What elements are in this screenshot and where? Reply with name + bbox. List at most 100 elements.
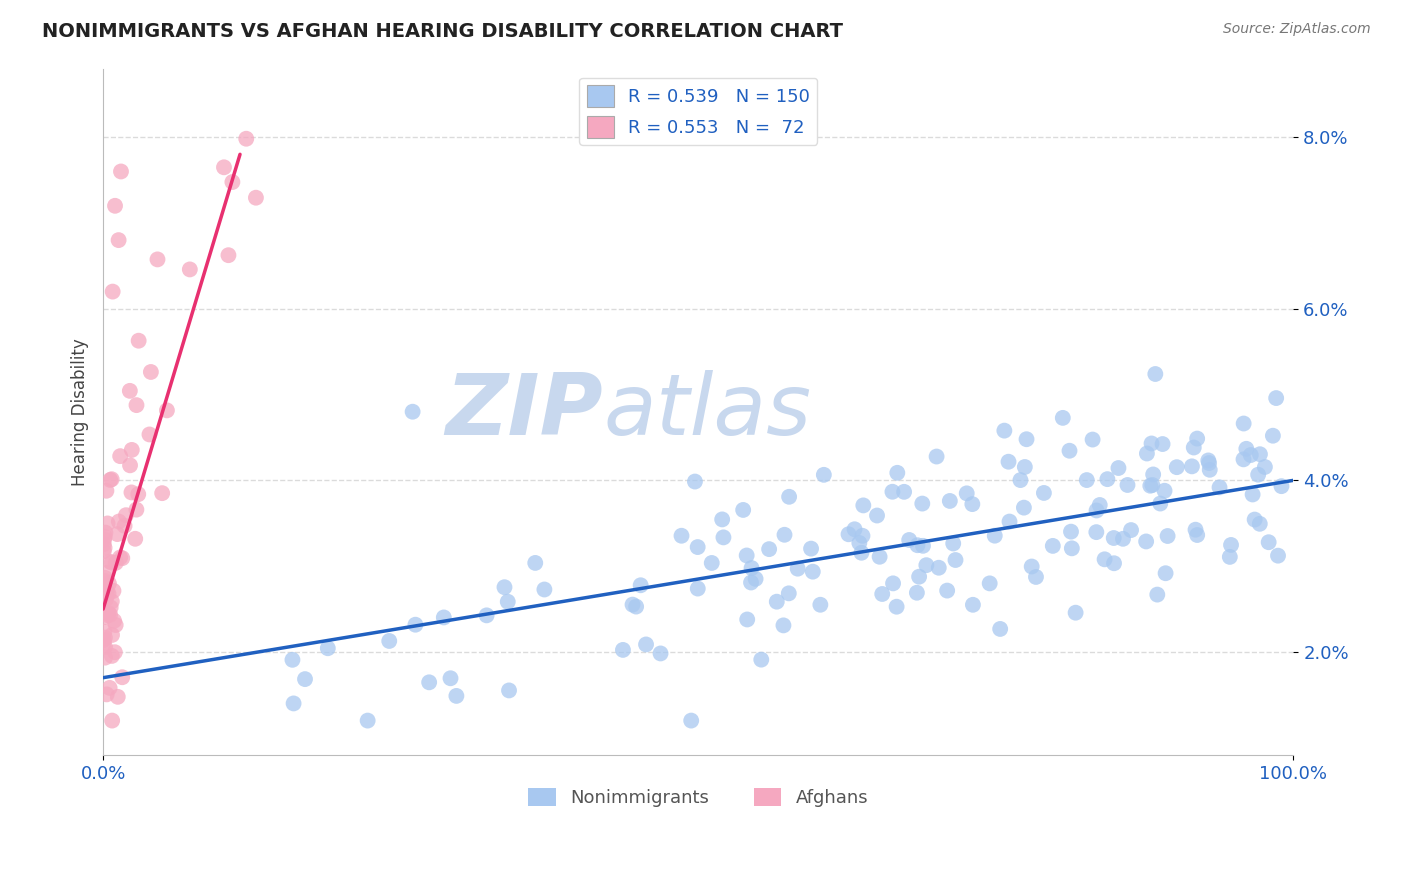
Point xyxy=(1166,460,1188,475)
Point xyxy=(94,631,117,645)
Point xyxy=(118,458,141,473)
Point xyxy=(100,472,122,486)
Point xyxy=(94,640,117,654)
Point xyxy=(496,595,519,609)
Point xyxy=(475,608,498,623)
Point xyxy=(103,583,125,598)
Point xyxy=(1010,473,1032,487)
Point xyxy=(1153,483,1175,498)
Point xyxy=(870,587,893,601)
Point xyxy=(101,594,124,608)
Point xyxy=(1014,460,1036,475)
Point xyxy=(212,161,235,175)
Point xyxy=(245,191,267,205)
Point xyxy=(942,536,965,550)
Point xyxy=(1042,539,1064,553)
Point xyxy=(869,549,891,564)
Point xyxy=(851,529,873,543)
Point xyxy=(778,586,800,600)
Point xyxy=(101,714,124,728)
Point xyxy=(898,533,921,547)
Point xyxy=(98,607,121,622)
Point xyxy=(886,466,908,480)
Point xyxy=(939,494,962,508)
Point xyxy=(993,424,1015,438)
Point xyxy=(281,653,304,667)
Point xyxy=(1102,531,1125,545)
Point xyxy=(1249,447,1271,461)
Point xyxy=(758,542,780,557)
Point xyxy=(93,541,115,555)
Point xyxy=(94,610,117,624)
Point xyxy=(93,537,115,551)
Point xyxy=(93,574,115,588)
Point xyxy=(1119,523,1142,537)
Point xyxy=(1247,467,1270,482)
Point xyxy=(808,598,831,612)
Point xyxy=(221,175,243,189)
Point xyxy=(838,527,860,541)
Point xyxy=(711,512,734,526)
Point xyxy=(104,618,127,632)
Point xyxy=(866,508,889,523)
Y-axis label: Hearing Disability: Hearing Disability xyxy=(72,338,89,485)
Point xyxy=(125,502,148,516)
Point xyxy=(96,585,118,599)
Point xyxy=(621,598,644,612)
Point xyxy=(1185,528,1208,542)
Point xyxy=(138,427,160,442)
Point xyxy=(316,641,339,656)
Point xyxy=(936,583,959,598)
Point xyxy=(1232,452,1254,467)
Point xyxy=(125,398,148,412)
Point xyxy=(107,690,129,704)
Point xyxy=(1094,552,1116,566)
Point xyxy=(1220,538,1243,552)
Point xyxy=(988,622,1011,636)
Point xyxy=(235,132,257,146)
Point xyxy=(1015,432,1038,446)
Point xyxy=(404,617,426,632)
Point xyxy=(283,697,305,711)
Point xyxy=(1140,436,1163,450)
Point xyxy=(111,670,134,684)
Point xyxy=(433,610,456,624)
Point xyxy=(773,528,796,542)
Point xyxy=(925,450,948,464)
Point xyxy=(179,262,201,277)
Point xyxy=(121,442,143,457)
Point xyxy=(1060,541,1083,556)
Point xyxy=(108,449,131,463)
Point xyxy=(1146,588,1168,602)
Text: atlas: atlas xyxy=(603,370,811,453)
Point xyxy=(928,560,950,574)
Point xyxy=(93,632,115,647)
Legend: Nonimmigrants, Afghans: Nonimmigrants, Afghans xyxy=(522,780,876,814)
Point xyxy=(1142,478,1164,492)
Point xyxy=(1064,606,1087,620)
Point xyxy=(93,580,115,594)
Point xyxy=(114,518,136,533)
Point xyxy=(612,643,634,657)
Point xyxy=(1249,516,1271,531)
Point xyxy=(1270,479,1292,493)
Point xyxy=(1088,498,1111,512)
Point xyxy=(94,650,117,665)
Point xyxy=(110,164,132,178)
Point xyxy=(498,683,520,698)
Point xyxy=(1144,367,1167,381)
Point xyxy=(735,549,758,563)
Point xyxy=(1135,534,1157,549)
Point xyxy=(984,529,1007,543)
Point xyxy=(765,595,787,609)
Text: Source: ZipAtlas.com: Source: ZipAtlas.com xyxy=(1223,22,1371,37)
Point xyxy=(1116,478,1139,492)
Point xyxy=(98,681,121,695)
Point xyxy=(1136,446,1159,460)
Point xyxy=(1060,524,1083,539)
Point xyxy=(1182,441,1205,455)
Point xyxy=(998,515,1021,529)
Point xyxy=(103,614,125,628)
Point xyxy=(1181,459,1204,474)
Point xyxy=(100,600,122,615)
